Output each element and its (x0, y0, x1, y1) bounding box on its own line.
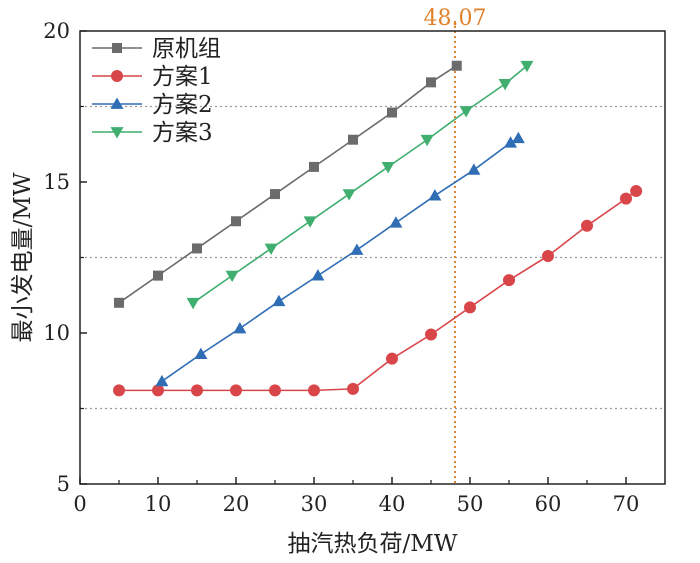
data-point (467, 163, 481, 175)
x-tick-label: 30 (301, 492, 328, 516)
legend-marker (112, 43, 122, 53)
annotation-layer: 48.07 (423, 6, 486, 484)
x-tick-label: 0 (73, 492, 86, 516)
x-tick-label: 20 (223, 492, 250, 516)
legend-label: 方案3 (152, 120, 213, 146)
data-point (511, 131, 525, 144)
series-2 (113, 185, 643, 397)
grid-lines (80, 105, 665, 410)
y-tick-label: 20 (43, 19, 70, 43)
data-point (186, 297, 200, 310)
x-tick-label: 10 (145, 492, 172, 516)
y-tick-label: 10 (43, 321, 70, 345)
data-point (311, 269, 325, 281)
series-1 (114, 60, 462, 308)
x-tick-label: 70 (613, 492, 640, 516)
data-point (428, 189, 442, 201)
legend-item: 方案1 (92, 64, 213, 90)
data-point (225, 270, 239, 283)
data-point (630, 185, 643, 198)
data-point (520, 60, 534, 73)
data-point (503, 274, 515, 287)
x-tick-label: 40 (379, 492, 406, 516)
data-point (192, 243, 202, 254)
data-point (420, 134, 434, 147)
data-point (309, 161, 319, 172)
data-point (308, 384, 320, 397)
data-point (387, 107, 397, 118)
data-point (230, 384, 242, 397)
data-point (114, 297, 124, 308)
legend-marker (111, 70, 123, 82)
legend-marker (110, 97, 124, 109)
data-point (231, 216, 241, 227)
data-point (620, 192, 632, 205)
axis-layer: 0 10 20 30 40 50 60 70 5 10 15 20 (43, 19, 639, 516)
x-tick-label: 60 (535, 492, 562, 516)
y-tick-label: 15 (43, 170, 70, 194)
data-point (155, 374, 169, 387)
data-point (113, 384, 125, 397)
data-point (381, 162, 395, 174)
legend-label: 原机组 (152, 36, 221, 62)
data-point (303, 216, 317, 228)
legend-marker (110, 127, 124, 139)
data-point (152, 384, 164, 397)
data-point (264, 243, 278, 255)
data-point (272, 294, 286, 307)
series-3 (155, 131, 525, 387)
legend-item: 原机组 (92, 36, 221, 62)
x-axis-title: 抽汽热负荷/MW (288, 531, 458, 557)
y-axis-title: 最小发电量/MW (10, 172, 36, 342)
data-point (191, 384, 203, 397)
data-point (270, 189, 280, 200)
data-point (464, 301, 476, 314)
legend-item: 方案2 (92, 92, 213, 118)
data-point (459, 106, 473, 118)
legend-label: 方案2 (152, 92, 213, 118)
data-point (342, 189, 356, 201)
data-point (504, 136, 518, 148)
legend-label: 方案1 (152, 64, 213, 90)
data-point (386, 352, 398, 365)
series-line (161, 137, 519, 382)
series-line (118, 65, 458, 304)
series-line (192, 65, 528, 304)
x-tick-label: 50 (457, 492, 484, 516)
data-point (194, 347, 208, 360)
data-point (426, 77, 436, 88)
data-point (581, 219, 593, 232)
legend-item: 方案3 (92, 120, 213, 146)
data-point (425, 328, 437, 341)
data-point (542, 249, 554, 262)
annotation-label: 48.07 (423, 6, 486, 31)
data-point (389, 216, 403, 228)
data-point (153, 270, 163, 281)
data-point (498, 78, 512, 91)
data-point (347, 382, 359, 395)
series-line (119, 190, 637, 392)
data-point (350, 243, 364, 255)
series-layer (113, 60, 643, 397)
y-tick-label: 5 (57, 472, 70, 496)
data-point (269, 384, 281, 397)
data-point (348, 134, 358, 145)
data-point (233, 321, 247, 334)
data-point (451, 60, 462, 71)
series-4 (186, 60, 534, 310)
